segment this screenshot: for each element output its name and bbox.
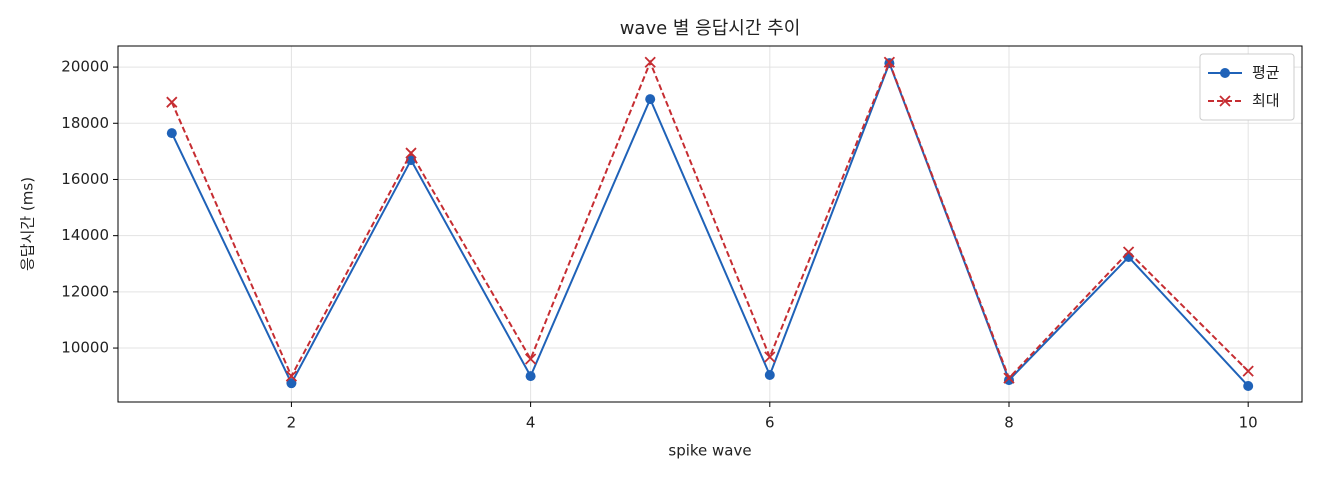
point [883,56,896,68]
y-tick-label: 14000 [61,226,109,244]
point [166,128,177,139]
point [406,155,417,166]
y-tick-label: 12000 [61,282,109,300]
legend-label: 평균 [1252,64,1280,82]
point [764,370,775,381]
point [285,370,298,382]
point [286,378,297,389]
point [524,353,537,365]
point [1242,365,1254,377]
x-tick-label: 2 [287,414,297,432]
point [645,94,656,105]
point [764,351,776,363]
y-tick-label: 10000 [61,339,109,357]
x-tick-label: 4 [526,414,536,432]
y-axis-label: 응답시간 (ms) [19,177,37,271]
legend-marker [1219,95,1231,107]
chart-title: wave 별 응답시간 추이 [620,18,801,39]
x-axis-label: spike wave [668,442,751,460]
y-tick-label: 20000 [61,58,109,76]
y-tick-label: 18000 [61,114,109,132]
x-tick-label: 6 [765,414,775,432]
point [405,147,417,159]
point [1243,380,1254,391]
series-line [170,60,1249,387]
legend-label: 최대 [1252,92,1280,110]
plot-frame [117,45,1303,403]
y-tick-label: 16000 [61,170,109,188]
point [1003,372,1015,384]
point [525,371,536,382]
point [644,56,656,68]
point [1003,375,1014,386]
legend-box [1199,53,1295,121]
point [166,96,178,108]
x-tick-label: 10 [1239,414,1258,432]
series-line [170,59,1249,380]
x-tick-label: 8 [1004,414,1014,432]
point [1122,246,1135,258]
legend-marker [1220,68,1230,78]
